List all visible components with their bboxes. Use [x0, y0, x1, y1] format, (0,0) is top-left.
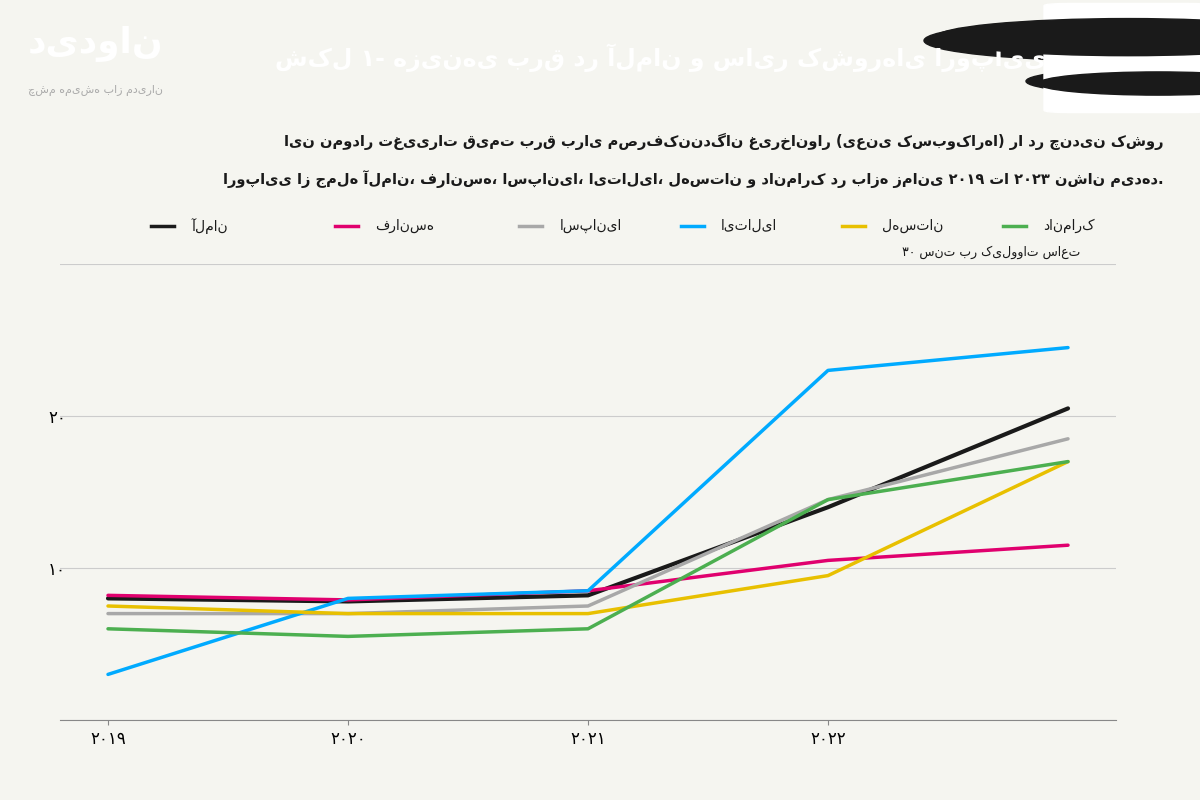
Text: لهستان: لهستان [882, 219, 943, 233]
Circle shape [936, 18, 1200, 56]
Text: فرانسه: فرانسه [376, 219, 434, 233]
Text: ۳۰ سنت بر کیلووات ساعت: ۳۰ سنت بر کیلووات ساعت [901, 246, 1080, 258]
Text: دانمارک: دانمارک [1044, 218, 1096, 234]
Text: اروپایی از جمله آلمان، فرانسه، اسپانیا، ایتالیا، لهستان و دانمارک در بازه زمانی : اروپایی از جمله آلمان، فرانسه، اسپانیا، … [223, 170, 1164, 188]
Text: شکل ۱- هزینه‌ی برق در آلمان و سایر کشورهای اروپایی: شکل ۱- هزینه‌ی برق در آلمان و سایر کشوره… [275, 44, 1045, 72]
Text: آلمان: آلمان [191, 218, 228, 234]
FancyBboxPatch shape [1044, 3, 1200, 113]
Text: دیدوان: دیدوان [28, 26, 164, 62]
Text: ایتالیا: ایتالیا [721, 219, 778, 233]
Circle shape [924, 20, 1200, 62]
Text: این نمودار تغییرات قیمت برق برای مصرف‌کنندگان غیرخانوار (یعنی کسب‌وکارها) را در : این نمودار تغییرات قیمت برق برای مصرف‌کن… [284, 133, 1164, 150]
Circle shape [1026, 67, 1200, 95]
Text: اسپانیا: اسپانیا [559, 219, 622, 233]
Text: چشم همیشه باز مدیران: چشم همیشه باز مدیران [29, 85, 163, 96]
Circle shape [1038, 72, 1200, 95]
